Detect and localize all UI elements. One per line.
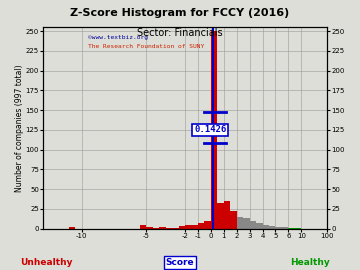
Bar [293, 228, 295, 229]
Bar [295, 228, 296, 229]
Bar [166, 228, 172, 229]
Bar [300, 228, 301, 229]
Bar [185, 225, 192, 229]
Bar [290, 228, 292, 229]
Bar [198, 223, 204, 229]
Text: ©www.textbiz.org: ©www.textbiz.org [88, 35, 148, 40]
Bar [153, 228, 159, 229]
Bar [211, 31, 217, 229]
Y-axis label: Number of companies (997 total): Number of companies (997 total) [15, 64, 24, 192]
Bar [204, 221, 211, 229]
Bar [256, 223, 262, 229]
Text: The Research Foundation of SUNY: The Research Foundation of SUNY [88, 45, 204, 49]
Bar [140, 225, 146, 229]
Bar [192, 225, 198, 229]
Text: Score: Score [166, 258, 194, 267]
Bar [298, 228, 300, 229]
Text: Sector: Financials: Sector: Financials [137, 28, 223, 38]
Bar [217, 203, 224, 229]
Bar [179, 226, 185, 229]
Bar [288, 228, 290, 229]
Bar [296, 228, 298, 229]
Bar [159, 227, 166, 229]
Text: Z-Score Histogram for FCCY (2016): Z-Score Histogram for FCCY (2016) [70, 8, 290, 18]
Bar [249, 221, 256, 229]
Bar [243, 218, 249, 229]
Text: Healthy: Healthy [290, 258, 329, 267]
Bar [282, 227, 288, 229]
Bar [146, 227, 153, 229]
Bar [275, 227, 282, 229]
Text: Unhealthy: Unhealthy [21, 258, 73, 267]
Bar [69, 227, 75, 229]
Bar [237, 217, 243, 229]
Bar [224, 201, 230, 229]
Bar [269, 226, 275, 229]
Bar [262, 225, 269, 229]
Bar [230, 211, 237, 229]
Bar [172, 228, 179, 229]
Text: 0.1426: 0.1426 [194, 125, 226, 134]
Bar [292, 228, 293, 229]
